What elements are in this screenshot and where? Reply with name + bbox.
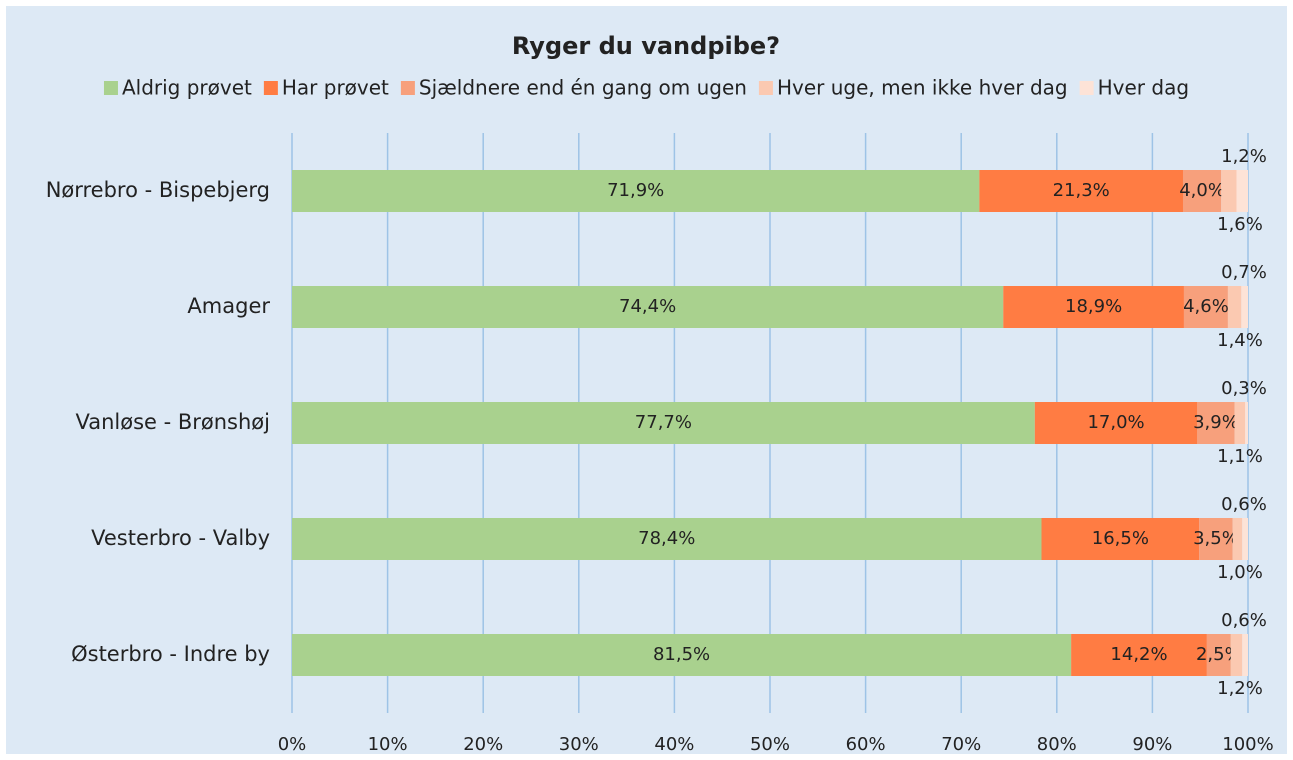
legend: Aldrig prøvet Har prøvet Sjældnere end én … — [103, 76, 1189, 100]
legend-label: Har prøvet — [282, 76, 389, 100]
data-label: 0,6% — [1221, 494, 1267, 515]
bars: Nørrebro - Bispebjerg 71,9% 21,3% 4,0% 1,6% 1… — [46, 146, 1267, 699]
legend-label: Sjældnere end én gang om ugen — [419, 76, 747, 100]
chart-title: Ryger du vandpibe? — [512, 32, 780, 60]
x-tick-label: 80% — [1037, 734, 1077, 755]
data-label: 14,2% — [1110, 644, 1167, 665]
data-label: 1,2% — [1217, 678, 1263, 699]
bar-segment — [1234, 402, 1246, 444]
bar-segment — [1041, 518, 1200, 560]
data-label: 71,9% — [607, 180, 664, 201]
legend-label: Hver dag — [1098, 76, 1189, 100]
data-label: 16,5% — [1092, 528, 1149, 549]
x-tick-label: 10% — [368, 734, 408, 755]
x-tick-label: 70% — [941, 734, 981, 755]
bar-segment — [1230, 634, 1243, 676]
x-tick-label: 40% — [654, 734, 694, 755]
bar-segment — [1227, 286, 1242, 328]
bar-segment — [292, 286, 1004, 328]
data-label: 4,0% — [1179, 180, 1225, 201]
legend-swatch — [103, 81, 118, 95]
bar-segment — [1242, 634, 1248, 676]
legend-swatch — [1079, 81, 1094, 95]
x-tick-label: 0% — [278, 734, 307, 755]
data-label: 77,7% — [635, 412, 692, 433]
data-label: 74,4% — [619, 296, 676, 317]
grid: 0% 10% 20% 30% 40% 50% 60% 70% 80% 90% 100% — [278, 133, 1274, 755]
legend-swatch — [400, 81, 415, 95]
bar-segment — [1197, 402, 1235, 444]
data-label: 0,3% — [1221, 378, 1267, 399]
x-tick-label: 90% — [1132, 734, 1172, 755]
bar-segment — [292, 518, 1042, 560]
x-tick-label: 20% — [463, 734, 503, 755]
data-label: 81,5% — [653, 644, 710, 665]
bar-segment — [1245, 402, 1248, 444]
data-label: 1,1% — [1217, 446, 1263, 467]
bar-segment — [1199, 518, 1233, 560]
bar-segment — [1241, 286, 1248, 328]
data-label: 1,2% — [1221, 146, 1267, 167]
data-label: 0,7% — [1221, 262, 1267, 283]
legend-swatch — [263, 81, 278, 95]
bar-segment — [292, 634, 1072, 676]
data-label: 1,6% — [1217, 214, 1263, 235]
data-label: 2,5% — [1196, 644, 1242, 665]
y-tick-label: Nørrebro - Bispebjerg — [46, 178, 270, 202]
background — [6, 6, 1287, 754]
bar-segment — [292, 402, 1035, 444]
x-tick-label: 30% — [559, 734, 599, 755]
bar-segment — [1221, 170, 1237, 212]
y-tick-label: Amager — [187, 294, 270, 318]
x-tick-label: 60% — [846, 734, 886, 755]
bar-segment — [1206, 634, 1231, 676]
y-tick-label: Østerbro - Indre by — [71, 642, 270, 666]
bar-segment — [1182, 170, 1222, 212]
bar-segment — [1232, 518, 1243, 560]
data-label: 4,6% — [1183, 296, 1229, 317]
bar-segment — [1071, 634, 1207, 676]
data-label: 3,5% — [1193, 528, 1239, 549]
x-tick-label: 50% — [750, 734, 790, 755]
bar-segment — [979, 170, 1183, 212]
y-tick-label: Vanløse - Brønshøj — [75, 410, 270, 434]
x-tick-label: 100% — [1222, 734, 1273, 755]
data-label: 21,3% — [1053, 180, 1110, 201]
legend-label: Hver uge, men ikke hver dag — [777, 76, 1068, 100]
y-tick-label: Vesterbro - Valby — [91, 526, 270, 550]
data-label: 1,4% — [1217, 330, 1263, 351]
data-label: 3,9% — [1193, 412, 1239, 433]
bar-segment — [1236, 170, 1248, 212]
bar-segment — [1003, 286, 1184, 328]
data-label: 18,9% — [1065, 296, 1122, 317]
data-label: 1,0% — [1217, 562, 1263, 583]
data-label: 17,0% — [1087, 412, 1144, 433]
bar-segment — [1034, 402, 1198, 444]
data-label: 0,6% — [1221, 610, 1267, 631]
bar-segment — [1183, 286, 1228, 328]
data-label: 78,4% — [638, 528, 695, 549]
bar-segment — [1242, 518, 1248, 560]
legend-label: Aldrig prøvet — [122, 76, 252, 100]
legend-swatch — [758, 81, 773, 95]
bar-segment — [292, 170, 980, 212]
